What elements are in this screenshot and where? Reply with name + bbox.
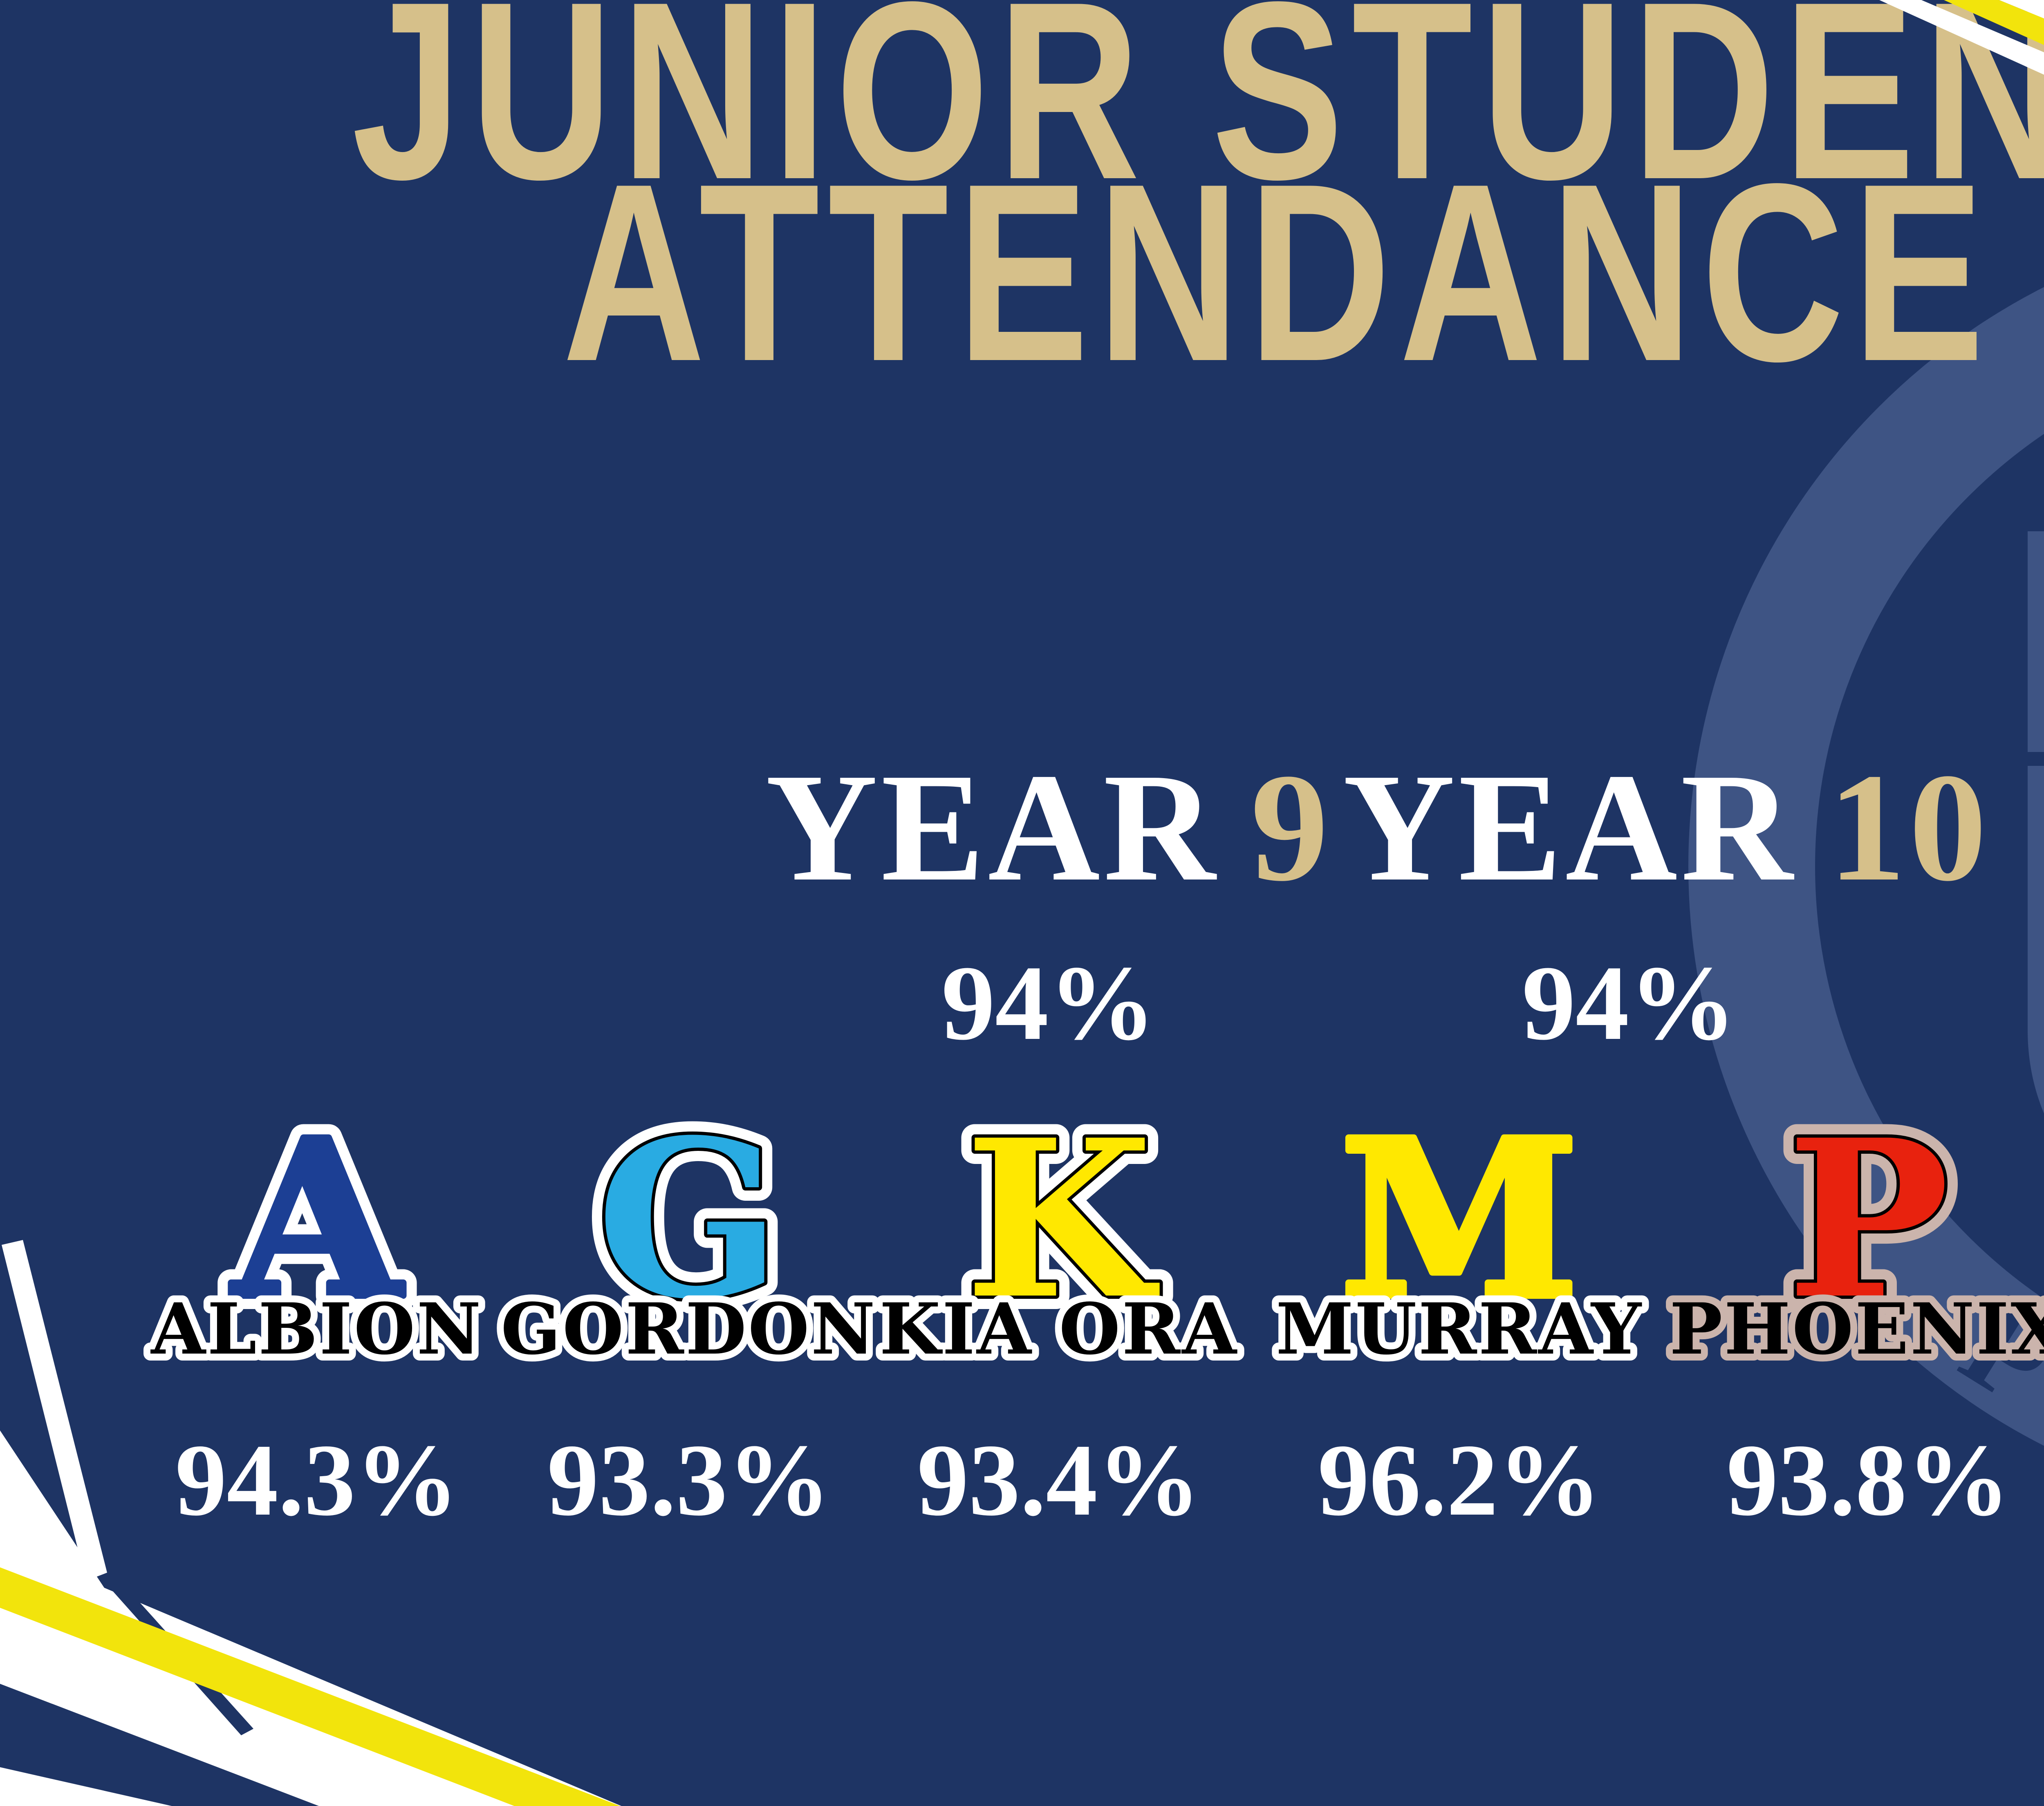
house-phoenix: P P PHOENIX PHOENIX: [1664, 1103, 2044, 1377]
year9-attendance-value: 94%: [941, 944, 1156, 1062]
svg-text:A: A: [229, 1103, 406, 1347]
bottom-left-white-corner: [0, 1767, 172, 1806]
kia-ora-attendance-value: 93.4%: [917, 1423, 1201, 1537]
murray-letter-icon: M: [1340, 1103, 1580, 1347]
year10-heading: YEAR 10: [1343, 750, 1987, 905]
phoenix-label: PHOENIX: [1670, 1287, 2044, 1370]
page-title-line1: JUNIOR STUDENT: [352, 0, 2044, 232]
bottom-left-thin-navy-line: [101, 1573, 253, 1735]
year9-number: 9: [1251, 741, 1332, 913]
albion-attendance-value: 94.3%: [175, 1423, 459, 1537]
murray-label: MURRAY: [1276, 1287, 1643, 1370]
svg-text:G: G: [596, 1103, 782, 1347]
bottom-left-steep-white-stripe: [2, 1240, 107, 1581]
year9-word: YEAR: [765, 741, 1219, 913]
albion-label: ALBION: [150, 1287, 482, 1370]
murray-attendance-value: 96.2%: [1318, 1423, 1601, 1537]
year10-attendance-value: 94%: [1522, 944, 1736, 1062]
svg-text:K: K: [965, 1103, 1161, 1347]
year10-summary: YEAR 10 94%: [1343, 750, 1987, 1062]
house-gordon: G G GORDON GORDON: [494, 1103, 882, 1377]
gordon-letter-icon: G: [596, 1103, 782, 1347]
crest-divider: [2028, 752, 2044, 766]
kia-ora-label: KIA ORA: [879, 1287, 1238, 1370]
page-title: JUNIOR STUDENT ATTENDANCE: [281, 0, 2044, 414]
year10-number: 10: [1828, 741, 1990, 913]
svg-text:M: M: [1340, 1103, 1580, 1347]
house-albion: A A ALBION ALBION: [143, 1103, 488, 1377]
year9-heading: YEAR 9: [762, 750, 1335, 905]
svg-text:KIA ORA: KIA ORA: [879, 1287, 1238, 1370]
svg-text:ALBION: ALBION: [150, 1287, 482, 1370]
gordon-attendance-value: 93.3%: [547, 1423, 831, 1537]
svg-text:P: P: [1787, 1103, 1950, 1347]
kia-ora-letter-icon: K: [965, 1103, 1161, 1347]
gordon-label: GORDON: [501, 1287, 877, 1370]
bottom-left-navy-wedge: [0, 1684, 319, 1806]
svg-text:MURRAY: MURRAY: [1276, 1287, 1643, 1370]
house-kia-ora: K K KIA ORA KIA ORA: [872, 1103, 1244, 1377]
svg-text:PHOENIX: PHOENIX: [1670, 1287, 2044, 1370]
svg-text:GORDON: GORDON: [501, 1287, 877, 1370]
house-murray: M M MURRAY MURRAY: [1269, 1103, 1648, 1377]
page-title-line2: ATTENDANCE: [562, 131, 1993, 414]
bottom-left-yellow-stripe: [0, 1567, 620, 1806]
phoenix-letter-icon: P: [1787, 1103, 1950, 1347]
year10-word: YEAR: [1343, 741, 1796, 913]
year9-summary: YEAR 9 94%: [762, 750, 1335, 1062]
albion-letter-icon: A: [229, 1103, 406, 1347]
phoenix-attendance-value: 93.8%: [1726, 1423, 2010, 1537]
